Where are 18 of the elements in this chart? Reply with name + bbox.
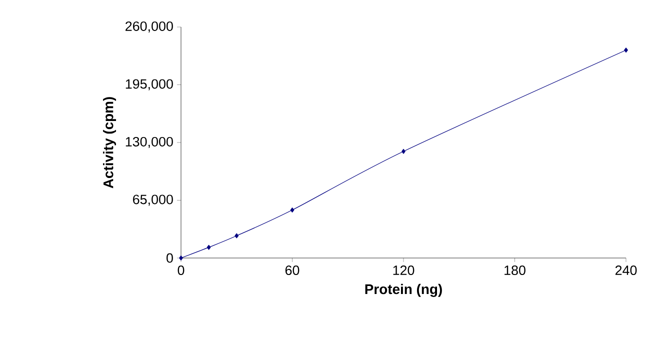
- point: [624, 48, 628, 53]
- point: [290, 208, 294, 213]
- y-tick-label: 130,000: [126, 136, 173, 148]
- y-tick-label: 195,000: [126, 79, 173, 90]
- point: [179, 256, 183, 260]
- x-tick-label: 0: [178, 266, 184, 276]
- x-tick-label: 240: [615, 266, 637, 276]
- point: [402, 148, 406, 154]
- y-tick-label: 260,000: [126, 21, 173, 33]
- x-axis-title: Protein (ng): [365, 284, 442, 297]
- y-axis-title: Activity (cpm): [103, 97, 116, 188]
- x-tick-label: 180: [504, 266, 526, 276]
- point: [206, 244, 211, 250]
- x-tick-label: 60: [285, 266, 300, 276]
- y-tick-label: 0: [166, 253, 173, 263]
- y-tick-label: 65,000: [133, 194, 173, 206]
- point: [234, 233, 239, 238]
- x-tick-label: 120: [393, 266, 414, 276]
